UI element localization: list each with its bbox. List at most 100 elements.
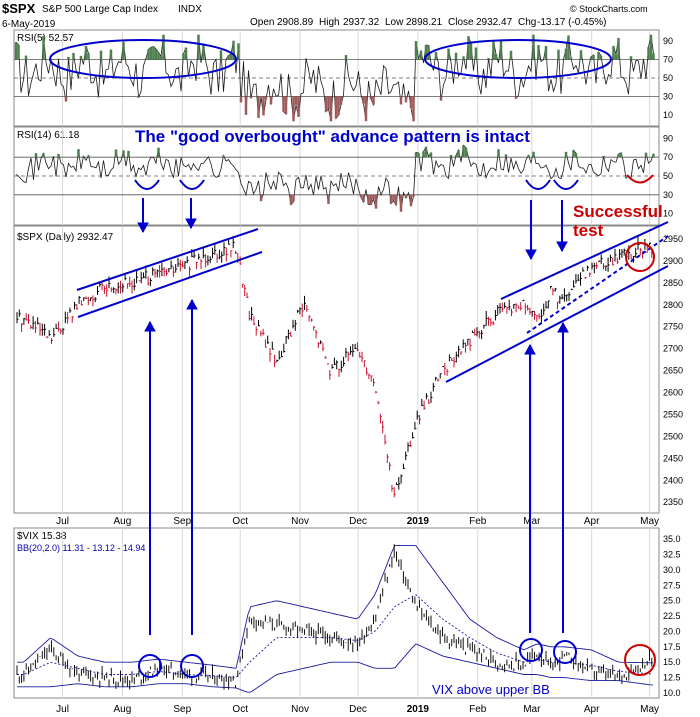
vix-note: VIX above upper BB — [432, 682, 550, 697]
rsi-y-tick-label: 30 — [663, 91, 673, 101]
vix-y-tick-label: 10.0 — [663, 688, 681, 698]
index-name: S&P 500 Large Cap Index — [42, 4, 158, 15]
vix-y-tick-label: 32.5 — [663, 550, 681, 560]
vix-y-tick-label: 22.5 — [663, 611, 681, 621]
date-label: 6-May-2019 — [2, 19, 56, 30]
price-y-tick-label: 2800 — [663, 300, 683, 310]
price-y-tick-label: 2600 — [663, 388, 683, 398]
vix-x-tick-label: May — [640, 704, 659, 715]
rsi-dip-arc — [134, 179, 160, 190]
rsi-dip-arc — [525, 179, 551, 190]
bb-upper-band — [17, 544, 653, 669]
price-label: $SPX (Daily) 2932.47 — [17, 232, 114, 243]
vix-upper-bb-circle — [553, 640, 577, 664]
up-arrow-head — [144, 320, 156, 332]
rsi-y-tick-label: 50 — [663, 171, 673, 181]
rsi-y-tick-label: 30 — [663, 190, 673, 200]
price-y-tick-label: 2950 — [663, 234, 683, 244]
vix-x-tick-label: Oct — [232, 704, 248, 715]
price-y-tick-label: 2750 — [663, 322, 683, 332]
price-x-tick-label: Jul — [56, 516, 69, 527]
channel-upper-2018 — [76, 228, 259, 291]
chg-value: -13.17 (-0.45%) — [537, 17, 606, 28]
vix-y-tick-label: 30.0 — [663, 565, 681, 575]
price-y-tick-label: 2900 — [663, 256, 683, 266]
rsi-dip-arc-red — [626, 174, 654, 184]
watermark: © StockCharts.com — [570, 4, 648, 14]
rsi-dip-arc — [553, 179, 579, 190]
successful-test-line2: test — [573, 221, 604, 240]
price-y-tick-label: 2500 — [663, 431, 683, 441]
rsi-y-tick-label: 10 — [663, 110, 673, 120]
bb-label: BB(20,2.0) 11.31 - 13.12 - 14.94 — [17, 543, 145, 553]
close-value: 2932.47 — [476, 17, 513, 28]
vix-label: $VIX 15.38 — [17, 531, 67, 542]
rsi5-label: RSI(5) 52.57 — [17, 33, 74, 44]
vix-x-tick-label: Nov — [291, 704, 309, 715]
price-x-tick-label: Dec — [349, 516, 367, 527]
up-arrow-head — [557, 321, 569, 333]
headline-annotation: The "good overbought" advance pattern is… — [135, 127, 530, 146]
vix-y-tick-label: 15.0 — [663, 657, 681, 667]
channel-upper-2019 — [500, 221, 669, 300]
price-x-tick-label: May — [640, 516, 659, 527]
price-y-tick-label: 2700 — [663, 344, 683, 354]
rsi14-label: RSI(14) 61.18 — [17, 130, 80, 141]
vix-y-tick-label: 17.5 — [663, 642, 681, 652]
rsi-y-tick-label: 90 — [663, 133, 673, 143]
high-label: High — [319, 17, 340, 28]
price-x-tick-label: Sep — [173, 516, 191, 527]
exchange-label: INDX — [178, 4, 202, 15]
price-x-tick-label: Apr — [584, 516, 600, 527]
bb-lower-band — [17, 643, 654, 693]
vix-x-tick-label: Feb — [469, 704, 487, 715]
vix-x-tick-label: Mar — [523, 704, 541, 715]
price-y-tick-label: 2450 — [663, 453, 683, 463]
vix-y-tick-label: 12.5 — [663, 673, 681, 683]
price-y-tick-label: 2550 — [663, 409, 683, 419]
vix-y-tick-label: 25.0 — [663, 596, 681, 606]
low-label: Low — [385, 17, 404, 28]
vix-x-tick-label: Jul — [56, 704, 69, 715]
rsi-line — [15, 144, 654, 212]
bb-middle-band — [17, 594, 654, 678]
close-label: Close — [448, 17, 474, 28]
vix-x-tick-label: Apr — [584, 704, 600, 715]
successful-test-circle — [625, 242, 655, 272]
rsi-y-tick-label: 70 — [663, 55, 673, 65]
down-arrow-head — [185, 218, 197, 230]
support-dashed-line — [526, 235, 669, 334]
channel-lower-2019 — [445, 265, 669, 383]
vix-y-tick-label: 27.5 — [663, 580, 681, 590]
vix-panel — [13, 527, 660, 699]
symbol-label: $SPX — [2, 1, 36, 16]
vix-x-tick-label: Sep — [173, 704, 191, 715]
chg-label: Chg — [518, 17, 536, 28]
vix-y-tick-label: 35.0 — [663, 534, 681, 544]
vix-upper-bb-circle — [519, 638, 543, 662]
down-arrow-head — [525, 249, 537, 261]
open-label: Open — [250, 17, 274, 28]
price-y-tick-label: 2350 — [663, 497, 683, 507]
low-value: 2898.21 — [406, 17, 443, 28]
price-y-tick-label: 2850 — [663, 278, 683, 288]
successful-test-line1: Successful — [573, 202, 663, 221]
price-x-tick-label: Mar — [523, 516, 541, 527]
vix-x-tick-label: 2019 — [407, 704, 430, 715]
overbought-ellipse-right — [424, 39, 612, 79]
vix-current-circle — [624, 644, 656, 676]
price-y-tick-label: 2400 — [663, 475, 683, 485]
vix-x-tick-label: Aug — [114, 704, 132, 715]
vix-y-tick-label: 20.0 — [663, 626, 681, 636]
down-arrow-head — [137, 222, 149, 234]
overbought-ellipse-left — [49, 39, 237, 79]
open-value: 2908.89 — [277, 17, 314, 28]
high-value: 2937.32 — [343, 17, 380, 28]
rsi-y-tick-label: 90 — [663, 36, 673, 46]
vix-upper-bb-circle — [138, 654, 162, 678]
rsi-dip-arc — [179, 179, 205, 190]
price-x-tick-label: Feb — [469, 516, 487, 527]
vix-x-tick-label: Dec — [349, 704, 367, 715]
price-y-tick-label: 2650 — [663, 366, 683, 376]
